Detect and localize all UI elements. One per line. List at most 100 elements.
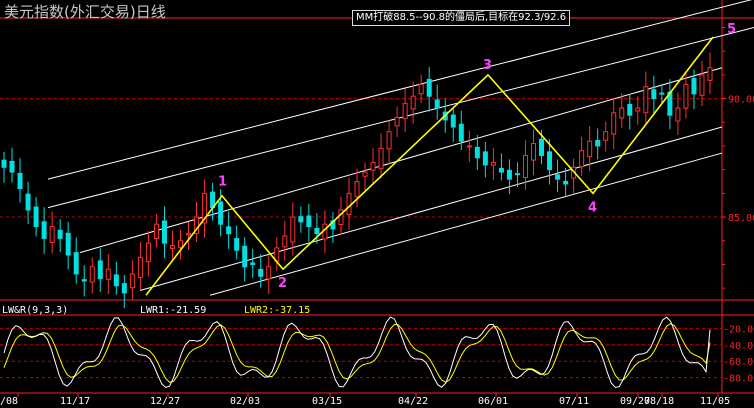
candle-body xyxy=(498,167,504,173)
candle-body xyxy=(627,103,633,116)
candle-body xyxy=(506,169,512,180)
candle-body xyxy=(178,240,183,248)
candle-body xyxy=(314,227,320,235)
osc-tick-label: -60.00 xyxy=(723,357,754,368)
candle-body xyxy=(611,112,617,135)
candle-body xyxy=(563,180,569,185)
channel-line xyxy=(209,152,723,296)
wave-label: 2 xyxy=(278,276,287,291)
candle-body xyxy=(378,147,384,169)
x-tick-label: 06/01 xyxy=(478,396,508,407)
channel-line xyxy=(139,126,723,292)
x-tick-label: 11/17 xyxy=(60,396,90,407)
candle-body xyxy=(603,131,609,141)
candle-body xyxy=(121,283,127,294)
candle-body xyxy=(362,171,368,177)
candle-body xyxy=(282,235,288,248)
candle-body xyxy=(466,145,472,148)
candle-body xyxy=(137,256,143,278)
candle-body xyxy=(9,160,15,173)
candle-body xyxy=(290,216,296,243)
candle-body xyxy=(683,83,689,109)
candle-body xyxy=(707,67,713,81)
candle-body xyxy=(522,154,528,178)
candle-body xyxy=(434,99,440,109)
candle-body xyxy=(169,244,175,250)
candle-body xyxy=(234,238,240,251)
x-tick-label: 08/18 xyxy=(644,396,674,407)
candle-body xyxy=(17,173,23,190)
candle-body xyxy=(97,260,103,280)
candle-body xyxy=(113,274,119,287)
x-tick-label: 12/27 xyxy=(150,396,180,407)
x-tick-label: 09/27 xyxy=(620,396,650,407)
lwr2-line xyxy=(3,322,711,383)
candle-body xyxy=(57,229,63,239)
x-tick-label: 07/11 xyxy=(559,396,589,407)
wave-label: 4 xyxy=(588,200,597,215)
candle-body xyxy=(242,245,248,268)
wave-path xyxy=(145,36,714,296)
annotation-box: MM打破88.5--90.8的僵局后,目标在92.3/92.6 xyxy=(352,10,571,26)
candle-body xyxy=(226,226,232,235)
candle-body xyxy=(153,223,159,240)
candle-body xyxy=(643,86,649,114)
candle-body xyxy=(490,162,496,166)
candle-body xyxy=(539,138,545,156)
candle-body xyxy=(699,74,705,96)
candle-body xyxy=(474,146,480,159)
channel-line xyxy=(47,26,754,209)
candle-body xyxy=(33,206,39,228)
channel-line xyxy=(79,67,723,254)
candle-body xyxy=(298,216,304,223)
candle-body xyxy=(691,77,697,95)
candle-body xyxy=(81,279,87,282)
candle-body xyxy=(635,107,641,112)
wave-label: 5 xyxy=(727,22,736,37)
candle-body xyxy=(354,181,360,198)
x-tick-label: 02/03 xyxy=(230,396,260,407)
tick-labels: 90.00 85.00 -20.00 -40.00 -60.00 -80.00/08 11/… xyxy=(0,95,754,407)
candle-body xyxy=(89,266,95,283)
candle-body xyxy=(394,117,400,127)
legend-lwr2: LWR2:-37.15 xyxy=(244,305,311,316)
candlestick-series xyxy=(1,52,713,309)
candle-body xyxy=(186,233,192,236)
candle-body xyxy=(145,242,151,263)
legend-lwr1: LWR1:-21.59 xyxy=(140,305,207,316)
candle-body xyxy=(514,173,520,176)
osc-tick-label: -20.00 xyxy=(723,324,754,335)
candle-body xyxy=(202,192,208,224)
x-tick-label: 03/15 xyxy=(312,396,342,407)
candle-body xyxy=(579,150,585,168)
candle-body xyxy=(458,123,464,142)
candle-body xyxy=(73,252,79,275)
candle-body xyxy=(266,266,272,280)
candle-body xyxy=(675,107,681,122)
candle-body xyxy=(65,232,71,256)
candle-body xyxy=(49,226,55,244)
y-tick-label: 90.00 xyxy=(728,95,754,106)
candle-body xyxy=(250,262,256,265)
candle-body xyxy=(482,151,488,166)
osc-tick-label: -80.00 xyxy=(723,374,754,385)
candle-body xyxy=(418,83,424,95)
wave-lines: 1 2 3 4 5 xyxy=(145,22,736,296)
candle-body xyxy=(306,215,312,228)
candle-body xyxy=(402,102,408,120)
x-tick-label: 04/22 xyxy=(398,396,428,407)
candle-body xyxy=(619,107,625,119)
candle-body xyxy=(218,201,224,225)
candle-body xyxy=(41,221,47,239)
x-tick-label: 11/05 xyxy=(700,396,730,407)
x-tick-label: /08 xyxy=(0,396,18,407)
channel-line xyxy=(47,0,753,180)
candle-body xyxy=(258,268,264,277)
indicator-name: LW&R(9,3,3) xyxy=(2,305,69,316)
wave-label: 1 xyxy=(218,175,227,190)
y-tick-label: 85.00 xyxy=(728,213,754,224)
candle-body xyxy=(450,114,456,128)
candle-body xyxy=(659,92,665,95)
